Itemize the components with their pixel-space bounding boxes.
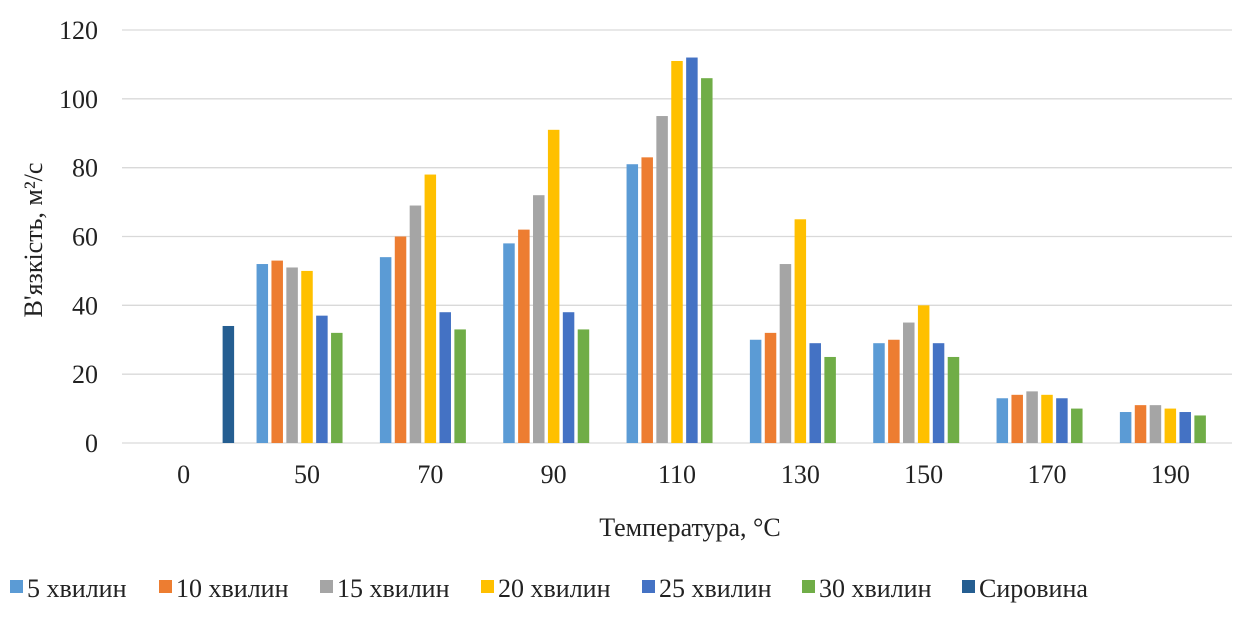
bar xyxy=(286,267,298,443)
legend-swatch xyxy=(642,580,655,593)
legend-label: Сировина xyxy=(979,574,1088,603)
y-axis-ticks: 0 20 40 60 80 100 120 xyxy=(59,16,98,458)
legend-label: 20 хвилин xyxy=(498,574,611,603)
bar xyxy=(996,398,1009,443)
bar xyxy=(1011,394,1023,443)
bar xyxy=(454,329,466,443)
bar xyxy=(671,60,683,443)
bar xyxy=(903,322,915,443)
legend: 5 хвилин 10 хвилин 15 хвилин 20 хвилин 25 хв… xyxy=(10,574,1088,603)
x-tick-label: 170 xyxy=(1028,460,1067,489)
bar xyxy=(701,78,713,443)
bar xyxy=(439,312,451,443)
bar xyxy=(503,243,515,443)
bar xyxy=(222,325,235,443)
legend-swatch xyxy=(10,580,23,593)
bar xyxy=(577,329,590,443)
bar xyxy=(749,339,762,443)
x-tick-label: 0 xyxy=(177,460,190,489)
y-axis-title: В'язкість, м²/с xyxy=(19,163,48,318)
y-tick-label: 40 xyxy=(72,291,98,320)
y-tick-label: 100 xyxy=(59,85,98,114)
bar xyxy=(409,205,422,443)
bar xyxy=(1164,408,1177,443)
bar xyxy=(947,356,960,443)
bar xyxy=(641,157,653,443)
bar xyxy=(656,116,668,444)
bar xyxy=(562,312,575,443)
bar xyxy=(809,343,821,443)
bar xyxy=(932,343,945,443)
bar xyxy=(794,219,807,443)
bar xyxy=(271,260,283,443)
bar xyxy=(888,339,900,443)
legend-label: 10 хвилин xyxy=(176,574,289,603)
y-tick-label: 0 xyxy=(85,429,98,458)
bar xyxy=(424,174,437,444)
bar xyxy=(1056,398,1068,443)
x-tick-label: 190 xyxy=(1151,460,1190,489)
legend-swatch xyxy=(159,580,172,593)
x-tick-label: 70 xyxy=(417,460,443,489)
bar xyxy=(533,195,545,443)
bar xyxy=(824,356,836,443)
bar xyxy=(301,270,313,443)
bar xyxy=(1134,405,1147,443)
legend-label: 15 хвилин xyxy=(337,574,450,603)
bar xyxy=(1071,408,1083,443)
y-tick-label: 120 xyxy=(59,16,98,45)
legend-swatch xyxy=(320,580,333,593)
bar xyxy=(1026,391,1038,443)
bar xyxy=(518,229,530,443)
x-axis-title: Температура, °C xyxy=(599,513,781,542)
bar xyxy=(1194,415,1206,443)
bar xyxy=(379,257,392,443)
bar xyxy=(1041,394,1053,443)
bar xyxy=(316,315,328,443)
bar xyxy=(394,236,407,443)
y-tick-label: 80 xyxy=(72,154,98,183)
legend-swatch xyxy=(481,580,494,593)
x-tick-label: 110 xyxy=(658,460,696,489)
y-tick-label: 20 xyxy=(72,360,98,389)
x-tick-label: 50 xyxy=(294,460,320,489)
x-axis-ticks: 0 50 70 90 110 130 150 170 190 xyxy=(177,460,1190,489)
bar xyxy=(626,164,639,443)
bar xyxy=(256,264,269,443)
legend-label: 30 хвилин xyxy=(819,574,932,603)
legend-label: 25 хвилин xyxy=(659,574,772,603)
bar xyxy=(1119,412,1132,443)
bar xyxy=(331,332,343,443)
bar xyxy=(764,332,777,443)
legend-swatch xyxy=(962,580,975,593)
x-tick-label: 130 xyxy=(781,460,820,489)
bar xyxy=(547,129,560,443)
bar xyxy=(779,264,792,443)
bar xyxy=(1179,412,1191,443)
legend-label: 5 хвилин xyxy=(27,574,127,603)
bar xyxy=(686,57,698,444)
y-tick-label: 60 xyxy=(72,223,98,252)
legend-swatch xyxy=(802,580,815,593)
bar xyxy=(917,305,930,443)
bar xyxy=(1149,405,1162,443)
bars xyxy=(222,57,1206,444)
x-tick-label: 90 xyxy=(541,460,567,489)
x-tick-label: 150 xyxy=(904,460,943,489)
bar xyxy=(873,343,885,443)
